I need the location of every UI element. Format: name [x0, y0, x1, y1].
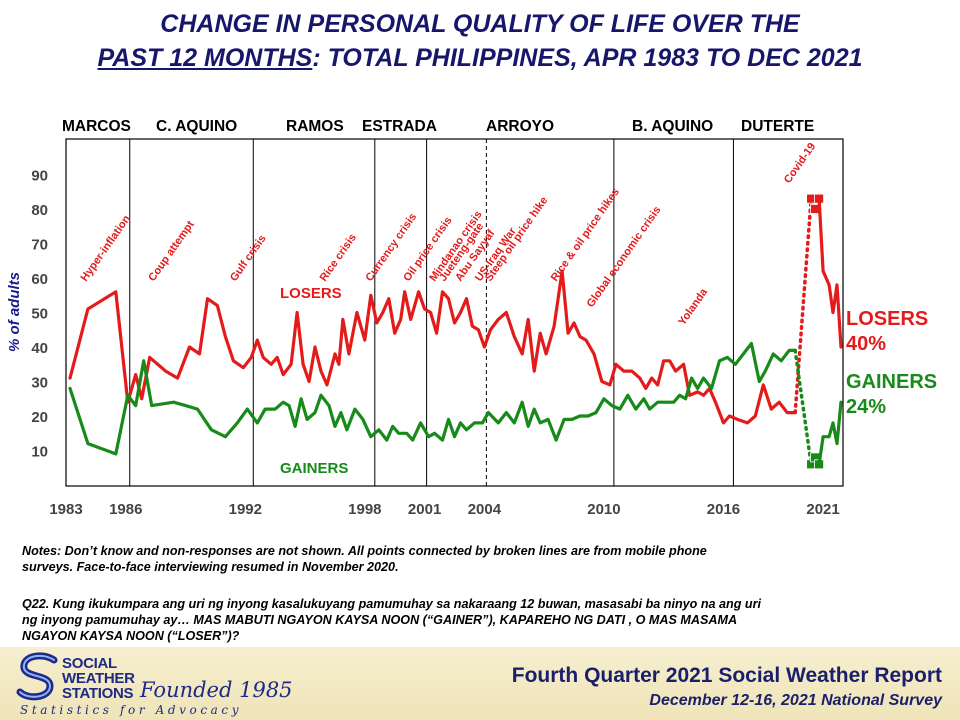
x-tick-label: 2021: [806, 501, 839, 518]
president-b-aquino: B. AQUINO: [632, 118, 714, 135]
president-marcos: MARCOS: [62, 118, 131, 135]
event-label: Yolanda: [676, 286, 710, 328]
survey-dates: December 12-16, 2021 National Survey: [649, 692, 942, 709]
president-duterte: DUTERTE: [741, 118, 815, 135]
report-title: Fourth Quarter 2021 Social Weather Repor…: [511, 664, 942, 687]
x-tick-label: 1992: [229, 501, 262, 518]
series-lines: [68, 193, 843, 470]
quality-of-life-chart: 10 20 30 40 50 60 70 80 90 1983 1986 1992 1998 2001 2…: [6, 138, 937, 518]
president-estrada: ESTRADA: [362, 118, 437, 135]
y-tick-label: 80: [31, 202, 48, 219]
x-tick-label: 1986: [109, 501, 142, 518]
event-label: Coup attempt: [146, 218, 197, 283]
founded-signature: Founded 1985: [140, 678, 293, 702]
y-tick-label: 30: [31, 375, 48, 392]
losers-line: [68, 269, 797, 425]
president-ramos: RAMOS: [286, 118, 344, 135]
x-tick-label: 2016: [707, 501, 740, 518]
org-name-line1: SOCIAL: [62, 655, 117, 672]
title-underlined-phrase: PAST 12 MONTHS: [97, 44, 313, 72]
gainers-mobile-connector: [793, 348, 813, 467]
sws-logo-icon: [16, 652, 58, 701]
chart-title-line1: CHANGE IN PERSONAL QUALITY OF LIFE OVER …: [160, 10, 800, 38]
gainers-legend-name: GAINERS: [846, 371, 937, 393]
notes-line-1: Notes: Don’t know and non-responses are …: [22, 544, 707, 558]
losers-series-label: LOSERS: [280, 285, 342, 302]
y-axis-label: % of adults: [6, 272, 23, 352]
event-label: Gulf crisis: [228, 233, 269, 284]
title-rest: : TOTAL PHILIPPINES, APR 1983 TO DEC 202…: [312, 44, 863, 72]
notes-block: Notes: Don’t know and non-responses are …: [22, 543, 952, 575]
y-axis-ticks: 10 20 30 40 50 60 70 80 90: [31, 168, 48, 461]
question-line-3: NGAYON KAYSA NOON (“LOSER”)?: [22, 629, 240, 643]
org-tagline: Statistics for Advocacy: [20, 703, 243, 717]
president-arroyo: ARROYO: [486, 118, 555, 135]
plot-frame: [65, 138, 844, 487]
president-c-aquino: C. AQUINO: [156, 118, 238, 135]
x-tick-label: 1983: [49, 501, 82, 518]
gainers-recent-line: [817, 400, 843, 466]
chart-title-line2: PAST 12 MONTHS: TOTAL PHILIPPINES, APR 1…: [0, 42, 960, 74]
org-name-line2: WEATHER: [62, 670, 135, 687]
footer-band: [0, 647, 960, 720]
event-label: Hyper-inflation: [79, 213, 134, 284]
losers-mobile-connector: [793, 196, 813, 415]
x-tick-label: 2004: [468, 501, 502, 518]
x-axis-ticks: 1983 1986 1992 1998 2001 2004 2010 2016 2021: [49, 501, 839, 518]
gainers-line: [68, 341, 797, 456]
org-name-line3: STATIONS: [62, 685, 134, 702]
question-line-2: ng inyong pamumuhay ay… MAS MABUTI NGAYO…: [22, 613, 738, 627]
gainers-series-label: GAINERS: [280, 460, 348, 477]
question-line-1: Q22. Kung ikukumpara ang uri ng inyong k…: [22, 597, 762, 611]
event-label: Rice crisis: [318, 232, 359, 284]
losers-recent-line: [817, 197, 843, 349]
question-block: Q22. Kung ikukumpara ang uri ng inyong k…: [22, 596, 952, 644]
y-tick-label: 10: [31, 444, 48, 461]
y-tick-label: 20: [31, 409, 48, 426]
x-tick-label: 2001: [408, 501, 441, 518]
y-tick-label: 60: [31, 271, 48, 288]
y-tick-label: 50: [31, 306, 48, 323]
event-label: Covid-19: [782, 141, 818, 186]
x-tick-label: 2010: [587, 501, 620, 518]
y-tick-label: 90: [31, 168, 48, 185]
losers-legend-name: LOSERS: [846, 308, 928, 330]
losers-last-value: 40%: [846, 333, 886, 355]
y-tick-label: 40: [31, 340, 48, 357]
notes-line-2: surveys. Face-to-face interviewing resum…: [22, 560, 399, 574]
gainers-last-value: 24%: [846, 396, 886, 418]
y-tick-label: 70: [31, 237, 48, 254]
x-tick-label: 1998: [348, 501, 381, 518]
